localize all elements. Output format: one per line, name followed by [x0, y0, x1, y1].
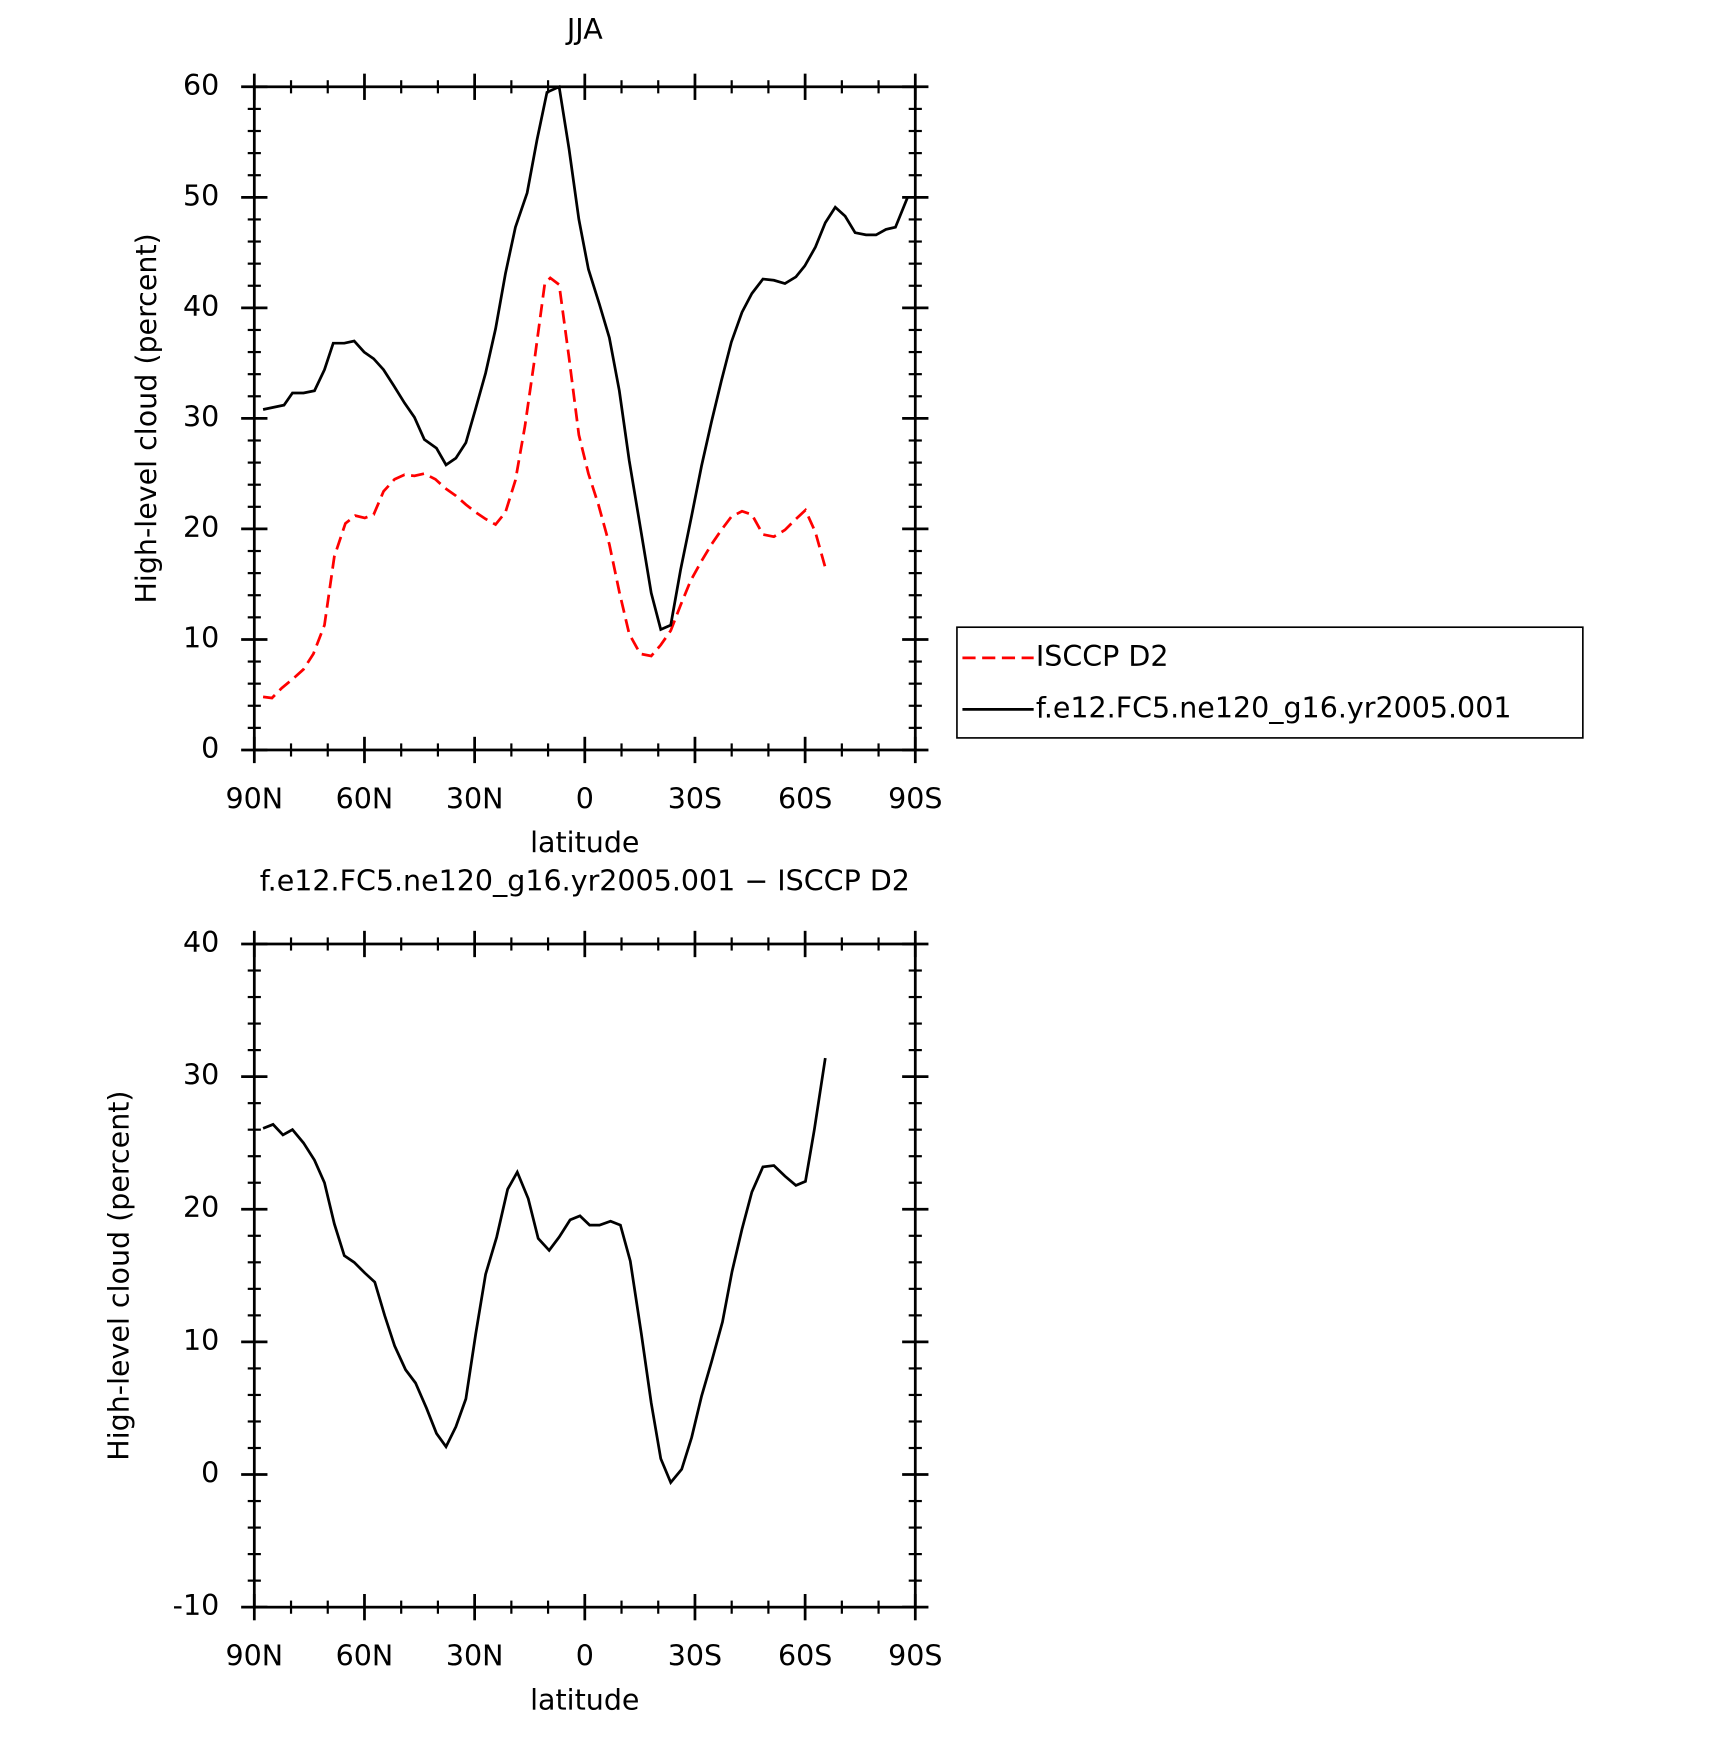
plot-frame — [252, 85, 917, 752]
y-axis-label: High-level cloud (percent) — [130, 233, 163, 603]
y-tick-label: 20 — [183, 1191, 219, 1224]
chart-title: JJA — [565, 13, 603, 46]
x-tick-label: 60N — [336, 1640, 394, 1673]
x-tick-label: 60S — [778, 782, 832, 815]
y-tick-label: 10 — [183, 621, 219, 654]
x-tick-label: 0 — [576, 782, 594, 815]
x-tick-label: 90S — [888, 782, 942, 815]
y-tick-label: 0 — [201, 732, 219, 765]
x-tick-label: 90S — [888, 1640, 942, 1673]
x-tick-label: 30S — [668, 1640, 722, 1673]
plot-frame — [252, 942, 917, 1609]
y-axis-label: High-level cloud (percent) — [103, 1090, 136, 1460]
x-axis-label: latitude — [530, 826, 639, 859]
x-tick-label: 60S — [778, 1640, 832, 1673]
data-line — [262, 84, 909, 632]
y-tick-label: -10 — [173, 1589, 220, 1622]
y-tick-label: 30 — [183, 400, 219, 433]
legend-box — [956, 626, 1584, 739]
y-tick-label: 10 — [183, 1324, 219, 1357]
y-tick-label: 30 — [183, 1059, 219, 1092]
y-tick-label: 20 — [183, 511, 219, 544]
x-tick-label: 90N — [226, 1640, 284, 1673]
x-tick-label: 30N — [446, 782, 504, 815]
x-tick-label: 30N — [446, 1640, 504, 1673]
x-tick-label: 0 — [576, 1640, 594, 1673]
y-tick-label: 0 — [201, 1457, 219, 1490]
y-tick-label: 40 — [183, 290, 219, 323]
x-tick-label: 60N — [336, 782, 394, 815]
data-line — [262, 276, 827, 700]
x-axis-label: latitude — [530, 1683, 639, 1716]
legend-label: f.e12.FC5.ne120_g16.yr2005.001 — [1036, 691, 1512, 724]
chart-title: f.e12.FC5.ne120_g16.yr2005.001 − ISCCP D… — [260, 865, 910, 898]
y-tick-label: 40 — [183, 926, 219, 959]
data-line — [262, 1057, 827, 1486]
y-tick-label: 50 — [183, 179, 219, 212]
legend-label: ISCCP D2 — [1036, 640, 1169, 673]
x-tick-label: 30S — [668, 782, 722, 815]
x-tick-label: 90N — [226, 782, 284, 815]
y-tick-label: 60 — [183, 69, 219, 102]
